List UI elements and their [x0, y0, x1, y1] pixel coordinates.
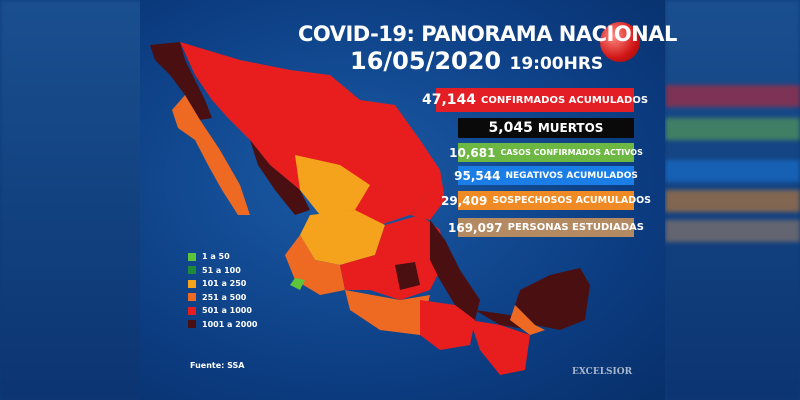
region-baja-sur — [172, 95, 250, 215]
stat-value: 169,097 — [448, 220, 503, 235]
date-text: 16/05/2020 — [350, 47, 502, 75]
legend-swatch — [188, 293, 196, 302]
source-note: Fuente: SSA — [190, 361, 245, 370]
region-chiapas — [470, 320, 530, 375]
virus-globe-icon — [600, 22, 640, 62]
legend-item: 1001 a 2000 — [188, 318, 258, 332]
page-title: COVID-19: PANORAMA NACIONAL — [298, 22, 677, 46]
region-oaxaca — [420, 300, 475, 350]
map-legend: 1 a 50 51 a 100 101 a 250 251 a 500 501 … — [188, 250, 258, 331]
legend-label: 51 a 100 — [202, 265, 241, 275]
blurred-background-right — [665, 0, 800, 400]
report-date: 16/05/2020 19:00HRS — [350, 47, 603, 75]
region-guerrero — [345, 290, 430, 335]
stat-label: CONFIRMADOS ACUMULADOS — [481, 94, 649, 106]
legend-swatch — [188, 306, 196, 315]
stat-negativos: 95,544 NEGATIVOS ACUMULADOS — [454, 166, 638, 185]
region-north — [180, 42, 430, 225]
legend-swatch — [188, 279, 196, 288]
stat-label: PERSONAS ESTUDIADAS — [507, 222, 644, 233]
stat-estudiadas: 169,097 PERSONAS ESTUDIADAS — [448, 218, 644, 237]
region-sinaloa — [250, 140, 310, 215]
blurred-background-left — [0, 0, 150, 400]
stat-label: MUERTOS — [537, 121, 604, 135]
region-tabasco — [475, 310, 530, 330]
stat-label: NEGATIVOS ACUMULADOS — [505, 170, 638, 181]
stat-confirmados: 47,144 CONFIRMADOS ACUMULADOS — [422, 88, 648, 112]
legend-item: 1 a 50 — [188, 250, 258, 264]
stat-value: 29,409 — [441, 193, 488, 208]
stat-sospechosos: 29,409 SOSPECHOSOS ACUMULADOS — [441, 191, 651, 210]
legend-item: 251 a 500 — [188, 291, 258, 305]
time-text: 19:00HRS — [509, 54, 604, 74]
legend-label: 101 a 250 — [202, 279, 247, 289]
region-yucatan — [515, 268, 590, 330]
region-veracruz — [430, 220, 480, 320]
region-baja-california — [150, 42, 212, 120]
stat-label: CASOS CONFIRMADOS ACTIVOS — [500, 148, 643, 157]
stat-value: 95,544 — [454, 168, 501, 183]
stat-value: 47,144 — [421, 92, 476, 108]
legend-label: 1001 a 2000 — [202, 319, 258, 329]
region-cdmx — [395, 262, 420, 290]
legend-item: 51 a 100 — [188, 264, 258, 278]
stat-value: 10,681 — [449, 145, 496, 160]
stat-activos: 10,681 CASOS CONFIRMADOS ACTIVOS — [449, 143, 643, 162]
region-durango — [295, 155, 370, 215]
legend-swatch — [188, 252, 196, 261]
region-northeast — [360, 100, 445, 220]
legend-label: 501 a 1000 — [202, 306, 252, 316]
region-campeche — [510, 305, 545, 335]
legend-swatch — [188, 266, 196, 275]
region-center-west — [300, 210, 385, 265]
legend-label: 251 a 500 — [202, 292, 247, 302]
stat-muertos: 5,045 MUERTOS — [458, 118, 634, 138]
legend-item: 501 a 1000 — [188, 304, 258, 318]
stat-label: SOSPECHOSOS ACUMULADOS — [492, 195, 652, 206]
brand-logo: EXCELSIOR — [572, 367, 633, 377]
region-center — [340, 215, 445, 300]
stat-value: 5,045 — [488, 120, 533, 136]
legend-swatch — [188, 320, 196, 329]
legend-label: 1 a 50 — [202, 252, 230, 262]
region-colima — [290, 278, 305, 290]
legend-item: 101 a 250 — [188, 277, 258, 291]
